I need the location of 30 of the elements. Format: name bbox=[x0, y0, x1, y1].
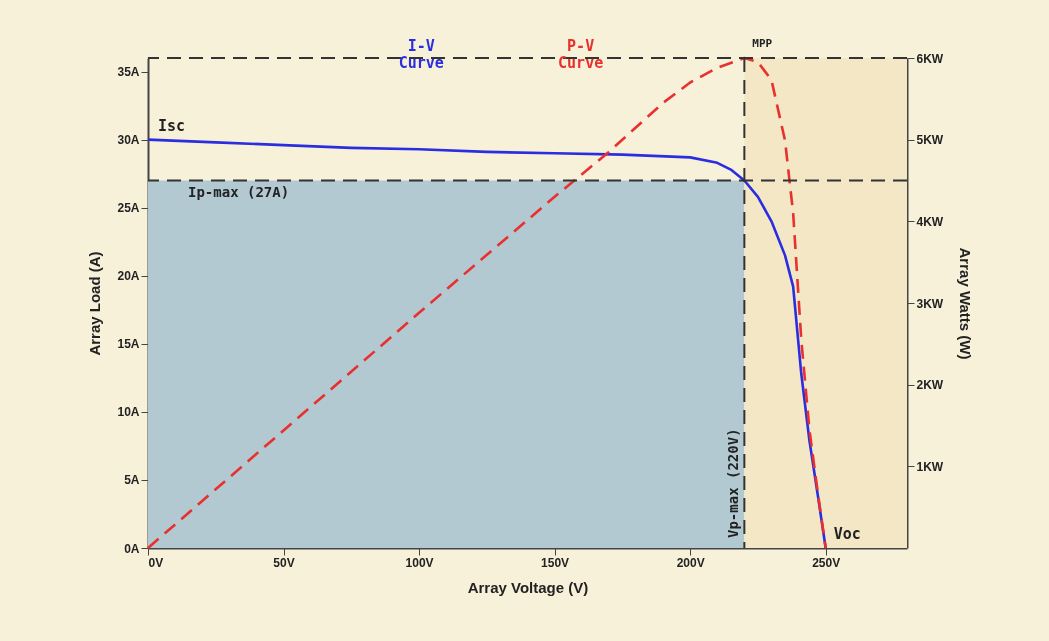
y2-tick-label: 5KW bbox=[916, 133, 944, 148]
y-tick-label: 5A bbox=[124, 473, 140, 488]
y-tick-label: 10A bbox=[117, 405, 140, 420]
ref-line-label: Ip-max (27A) bbox=[188, 183, 290, 200]
y-tick-label: 0A bbox=[124, 541, 140, 556]
y-tick-label: 30A bbox=[117, 133, 140, 148]
annotation: Voc bbox=[833, 525, 861, 543]
y2-tick-label: 6KW bbox=[916, 51, 944, 66]
y-tick-label: 25A bbox=[117, 201, 140, 216]
x-tick-label: 50V bbox=[273, 555, 295, 570]
annotation: Isc bbox=[158, 116, 186, 135]
y2-axis-title: Array Watts (W) bbox=[957, 247, 975, 360]
y2-tick-label: 1KW bbox=[916, 459, 944, 474]
text: I-V Curve bbox=[398, 37, 444, 72]
x-tick-label: 250V bbox=[812, 555, 841, 570]
x-tick-label: 0V bbox=[148, 555, 164, 570]
x-axis-title: Array Voltage (V) bbox=[467, 578, 589, 596]
y-tick-label: 35A bbox=[117, 65, 140, 80]
y-axis-title: Array Load (A) bbox=[86, 251, 104, 356]
text: P-V Curve bbox=[558, 37, 604, 72]
x-tick-label: 200V bbox=[676, 555, 705, 570]
y-tick-label: 15A bbox=[117, 337, 140, 352]
ref-line-label: Vp-max (220V) bbox=[725, 428, 742, 538]
y2-tick-label: 3KW bbox=[916, 296, 944, 311]
y-tick-label: 20A bbox=[117, 269, 140, 284]
y2-tick-label: 2KW bbox=[916, 378, 944, 393]
x-tick-label: 100V bbox=[405, 555, 434, 570]
annotation: MPP bbox=[752, 37, 773, 50]
x-tick-label: 150V bbox=[541, 555, 570, 570]
y2-tick-label: 4KW bbox=[916, 214, 944, 229]
